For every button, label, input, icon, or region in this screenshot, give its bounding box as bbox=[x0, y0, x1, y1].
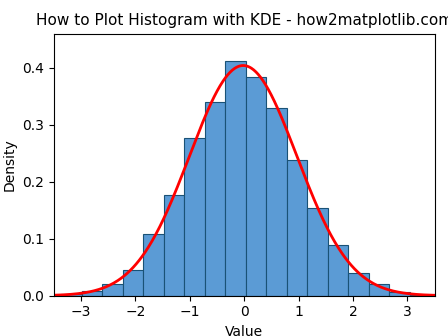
Bar bbox=[82, 291, 102, 296]
Bar bbox=[328, 245, 349, 296]
Bar bbox=[102, 284, 123, 296]
Bar bbox=[61, 294, 82, 296]
Bar bbox=[349, 273, 369, 296]
Bar bbox=[123, 270, 143, 296]
Bar bbox=[143, 234, 164, 296]
Bar bbox=[225, 61, 246, 296]
Bar bbox=[307, 208, 328, 296]
Bar bbox=[267, 109, 287, 296]
Bar bbox=[369, 284, 389, 296]
X-axis label: Value: Value bbox=[225, 325, 263, 336]
Bar bbox=[184, 138, 205, 296]
Bar bbox=[205, 102, 225, 296]
Bar bbox=[389, 292, 410, 296]
Bar bbox=[410, 295, 431, 296]
Bar bbox=[287, 160, 307, 296]
Bar bbox=[164, 195, 184, 296]
Bar bbox=[246, 77, 267, 296]
Y-axis label: Density: Density bbox=[3, 138, 17, 191]
Title: How to Plot Histogram with KDE - how2matplotlib.com: How to Plot Histogram with KDE - how2mat… bbox=[35, 13, 448, 28]
